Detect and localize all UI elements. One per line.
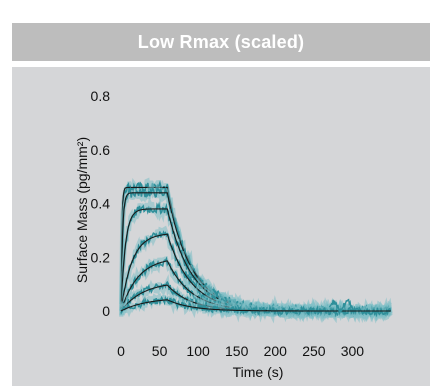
y-tick-label: 0.2 <box>91 249 111 265</box>
y-tick-label: 0.6 <box>91 142 111 158</box>
x-tick-label: 100 <box>186 343 210 359</box>
y-axis-label: Surface Mass (pg/mm²) <box>74 137 90 283</box>
x-tick-label: 250 <box>302 343 326 359</box>
x-tick-label: 200 <box>264 343 288 359</box>
x-tick-label: 150 <box>225 343 249 359</box>
y-tick-label: 0.8 <box>91 88 111 104</box>
x-tick-label: 300 <box>341 343 365 359</box>
y-tick-label: 0.4 <box>91 196 111 212</box>
y-tick-label: 0 <box>102 303 110 319</box>
series-1-data <box>121 183 390 316</box>
x-tick-label: 50 <box>152 343 168 359</box>
x-axis-label: Time (s) <box>233 364 284 380</box>
data-marks <box>121 180 391 318</box>
x-tick-label: 0 <box>117 343 125 359</box>
